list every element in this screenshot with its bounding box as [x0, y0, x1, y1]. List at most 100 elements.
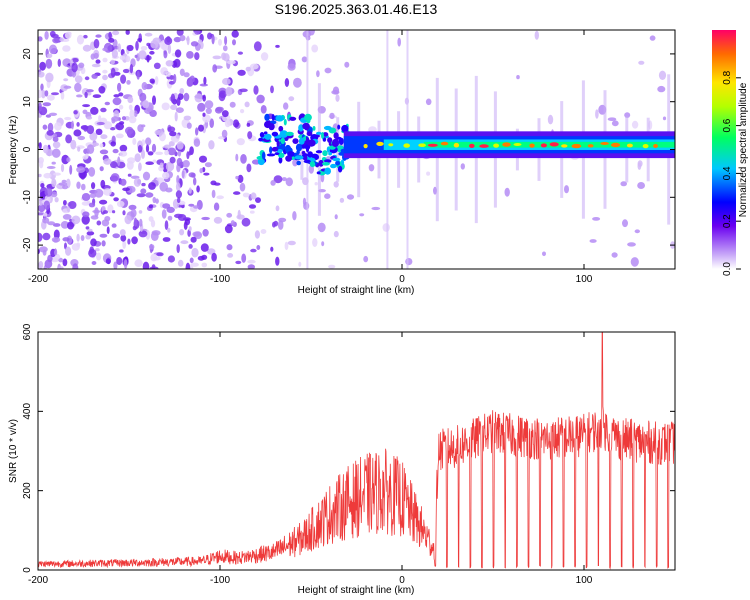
spectrogram-marks: [38, 30, 675, 269]
transition-blob: [316, 171, 321, 175]
noise-blob: [333, 181, 339, 188]
noise-blob: [99, 166, 104, 172]
noise-blob: [193, 177, 197, 186]
noise-blob: [208, 140, 215, 150]
noise-blob: [44, 187, 53, 197]
noise-blob: [112, 210, 116, 214]
noise-blob: [177, 259, 184, 267]
noise-blob: [198, 124, 204, 132]
noise-blob: [117, 43, 121, 53]
noise-blob: [71, 243, 80, 251]
noise-blob: [283, 102, 289, 110]
noise-blob: [86, 125, 95, 135]
noise-blob: [85, 153, 89, 159]
noise-blob: [239, 88, 248, 93]
noise-blob: [58, 266, 64, 269]
noise-blob: [193, 205, 199, 209]
noise-blob: [105, 258, 111, 265]
noise-blob: [176, 30, 184, 36]
noise-blob: [120, 234, 127, 242]
hot-spot: [611, 142, 621, 148]
noise-blob: [179, 68, 185, 77]
transition-blob: [268, 123, 275, 131]
noise-blob: [181, 170, 185, 179]
noise-blob: [611, 252, 618, 258]
noise-blob: [123, 259, 128, 269]
noise-blob: [204, 162, 212, 168]
noise-blob: [516, 75, 520, 80]
colorbar: 0.0 0.2 0.4 0.6 0.8 Normalized spectral ampl…: [712, 30, 749, 276]
noise-blob: [230, 220, 235, 226]
noise-blob: [624, 112, 631, 118]
noise-blob: [211, 252, 217, 262]
noise-blob: [397, 37, 402, 47]
noise-blob: [197, 39, 203, 44]
noise-blob: [119, 150, 128, 157]
noise-blob: [188, 172, 196, 178]
noise-blob: [60, 163, 65, 173]
noise-blob: [611, 120, 619, 127]
noise-blob: [249, 210, 255, 214]
noise-blob: [185, 262, 191, 269]
noise-blob: [149, 50, 155, 55]
noise-blob: [127, 173, 132, 177]
noise-blob: [81, 215, 90, 225]
noise-blob: [38, 71, 45, 78]
noise-blob: [86, 89, 94, 93]
noise-blob: [38, 36, 43, 42]
hot-spot: [561, 144, 568, 148]
noise-blob: [65, 246, 72, 256]
noise-blob: [235, 153, 239, 162]
noise-blob: [84, 91, 88, 99]
noise-blob: [86, 144, 95, 155]
noise-blob: [637, 182, 645, 189]
noise-blob: [53, 238, 59, 243]
transition-blob: [312, 125, 316, 131]
noise-blob: [110, 67, 116, 78]
noise-blob: [335, 94, 340, 102]
noise-blob: [287, 240, 296, 246]
hot-spot: [600, 142, 609, 145]
noise-blob: [333, 230, 339, 238]
transition-blob: [332, 138, 339, 145]
noise-blob: [256, 94, 265, 104]
noise-blob: [250, 248, 257, 253]
noise-blob: [130, 209, 137, 218]
noise-blob: [232, 39, 236, 46]
transition-blob: [257, 158, 265, 166]
noise-blob: [190, 262, 199, 267]
noise-blob: [244, 101, 250, 108]
noise-blob: [241, 217, 251, 227]
noise-blob: [159, 182, 168, 192]
noise-blob: [186, 151, 190, 160]
noise-blob: [281, 177, 287, 182]
noise-blob: [54, 122, 62, 131]
noise-blob: [194, 30, 201, 35]
noise-blob: [112, 97, 122, 106]
noise-blob: [61, 179, 67, 184]
noise-blob: [151, 143, 157, 153]
noise-blob: [534, 30, 539, 40]
noise-blob: [607, 117, 617, 121]
noise-blob: [65, 134, 72, 144]
y-tick-label: 400: [22, 403, 33, 420]
y-tick-label: 10: [22, 96, 33, 108]
noise-blob: [183, 221, 188, 230]
noise-blob: [169, 131, 177, 137]
noise-blob: [142, 171, 151, 181]
hot-spot: [540, 143, 548, 148]
noise-blob: [102, 57, 108, 63]
hot-spot: [642, 144, 649, 149]
noise-blob: [47, 94, 55, 101]
noise-blob: [52, 136, 59, 142]
noise-blob: [284, 241, 289, 251]
noise-blob: [76, 122, 80, 127]
noise-blob: [66, 157, 71, 163]
noise-blob: [179, 35, 186, 42]
noise-blob: [51, 191, 58, 198]
noise-blob: [92, 94, 102, 98]
hot-spot: [479, 144, 489, 148]
noise-blob: [42, 212, 48, 217]
noise-blob: [145, 144, 150, 153]
